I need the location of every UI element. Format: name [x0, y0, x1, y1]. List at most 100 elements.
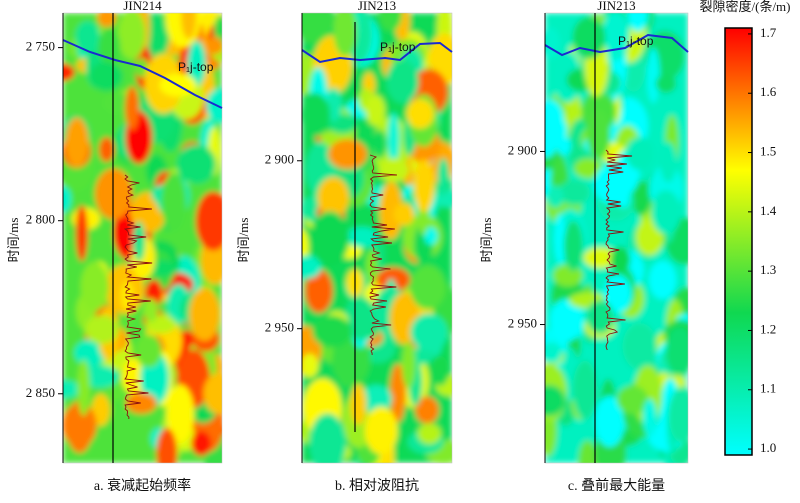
image-blob [63, 185, 72, 213]
image-blob [364, 406, 398, 455]
image-blob [437, 158, 450, 196]
image-blob [75, 205, 88, 262]
image-blob [642, 398, 657, 437]
image-blob [343, 296, 377, 340]
image-blob [578, 440, 597, 463]
horizon [301, 41, 453, 64]
colorbar-tick-label: 1.3 [760, 262, 776, 277]
horizon-label: P₁j-top [380, 40, 416, 54]
image-blob [187, 40, 207, 86]
colorbar-tick-label: 1.6 [760, 84, 777, 99]
y-axis-label: 时间/ms [6, 218, 21, 263]
image-blob [302, 353, 319, 378]
image-blob [328, 139, 368, 170]
y-axis-label: 时间/ms [236, 218, 251, 263]
image-blob [80, 261, 109, 312]
image-blob [135, 334, 162, 368]
image-blob [302, 255, 322, 279]
image-blob [424, 227, 438, 245]
fracture-log [123, 174, 153, 420]
image-blob [610, 246, 631, 273]
image-blob [125, 86, 140, 131]
attribute-image [545, 13, 688, 463]
image-blob [132, 221, 146, 262]
image-blob [660, 141, 677, 183]
image-blob [417, 423, 442, 445]
image-blob [545, 113, 568, 148]
horizon-label: P₁j-top [618, 34, 654, 48]
attribute-image [302, 13, 452, 463]
panel-caption: c. 叠前最大能量 [568, 477, 665, 494]
image-blob [378, 158, 410, 182]
image-blob [413, 159, 435, 212]
image-blob [205, 88, 222, 123]
image-blob [317, 176, 350, 218]
image-blob [333, 13, 357, 57]
fracture-log [369, 154, 397, 356]
panel-caption: a. 衰减起始频率 [94, 477, 191, 494]
image-blob [350, 383, 367, 425]
image-blob [435, 189, 452, 208]
fracture-log [605, 149, 633, 351]
image-blob [387, 112, 400, 165]
image-blob [165, 384, 195, 444]
image-blob [410, 313, 448, 352]
image-blob [646, 47, 660, 104]
image-blob [587, 109, 611, 160]
image-blob [176, 144, 217, 185]
y-tick-label: 2 800 [26, 212, 55, 227]
image-blob [305, 269, 333, 313]
image-blob [545, 342, 562, 364]
y-tick-label: 2 850 [26, 385, 55, 400]
image-blob [552, 264, 583, 287]
panel-title: JIN214 [123, 0, 162, 13]
image-blob [389, 363, 406, 423]
image-blob [668, 386, 688, 443]
image-blob [545, 384, 566, 417]
image-blob [97, 28, 121, 64]
image-blob [572, 360, 598, 420]
image-blob [89, 61, 123, 92]
y-tick-label: 2 950 [508, 316, 537, 331]
image-blob [372, 129, 387, 159]
colorbar-tick-label: 1.0 [760, 440, 776, 455]
image-blob [98, 137, 115, 162]
image-blob [312, 315, 352, 348]
y-tick-label: 2 900 [265, 152, 294, 167]
horizon [544, 33, 689, 57]
image-blob [73, 339, 108, 367]
image-blob [309, 413, 347, 463]
image-blob [191, 431, 212, 456]
image-blob [617, 189, 630, 208]
image-blob [310, 211, 350, 267]
image-blob [410, 347, 434, 365]
image-blob [546, 185, 564, 208]
image-blob [406, 98, 434, 129]
image-blob [553, 213, 567, 264]
image-blob [77, 359, 90, 416]
colorbar-title: 裂隙密度/(条/m) [700, 0, 791, 14]
image-blob [156, 427, 178, 463]
colorbar [724, 27, 753, 456]
image-blob [151, 259, 176, 277]
image-blob [415, 396, 439, 424]
y-tick-label: 2 900 [508, 142, 537, 157]
image-blob [431, 355, 449, 386]
image-blob [401, 341, 416, 389]
image-blob [143, 298, 159, 323]
image-blob [181, 13, 197, 39]
image-blob [195, 191, 222, 251]
image-blob [622, 322, 657, 370]
y-tick-label: 2 950 [265, 320, 294, 335]
image-blob [616, 385, 649, 414]
image-blob [379, 13, 403, 32]
image-blob [66, 400, 93, 453]
horizon [62, 39, 223, 109]
image-blob [409, 265, 446, 310]
attribute-image [63, 13, 222, 463]
image-blob [85, 314, 119, 345]
panel-title: JIN213 [358, 0, 396, 13]
colorbar-tick-label: 1.5 [760, 144, 776, 159]
image-blob [161, 172, 187, 233]
